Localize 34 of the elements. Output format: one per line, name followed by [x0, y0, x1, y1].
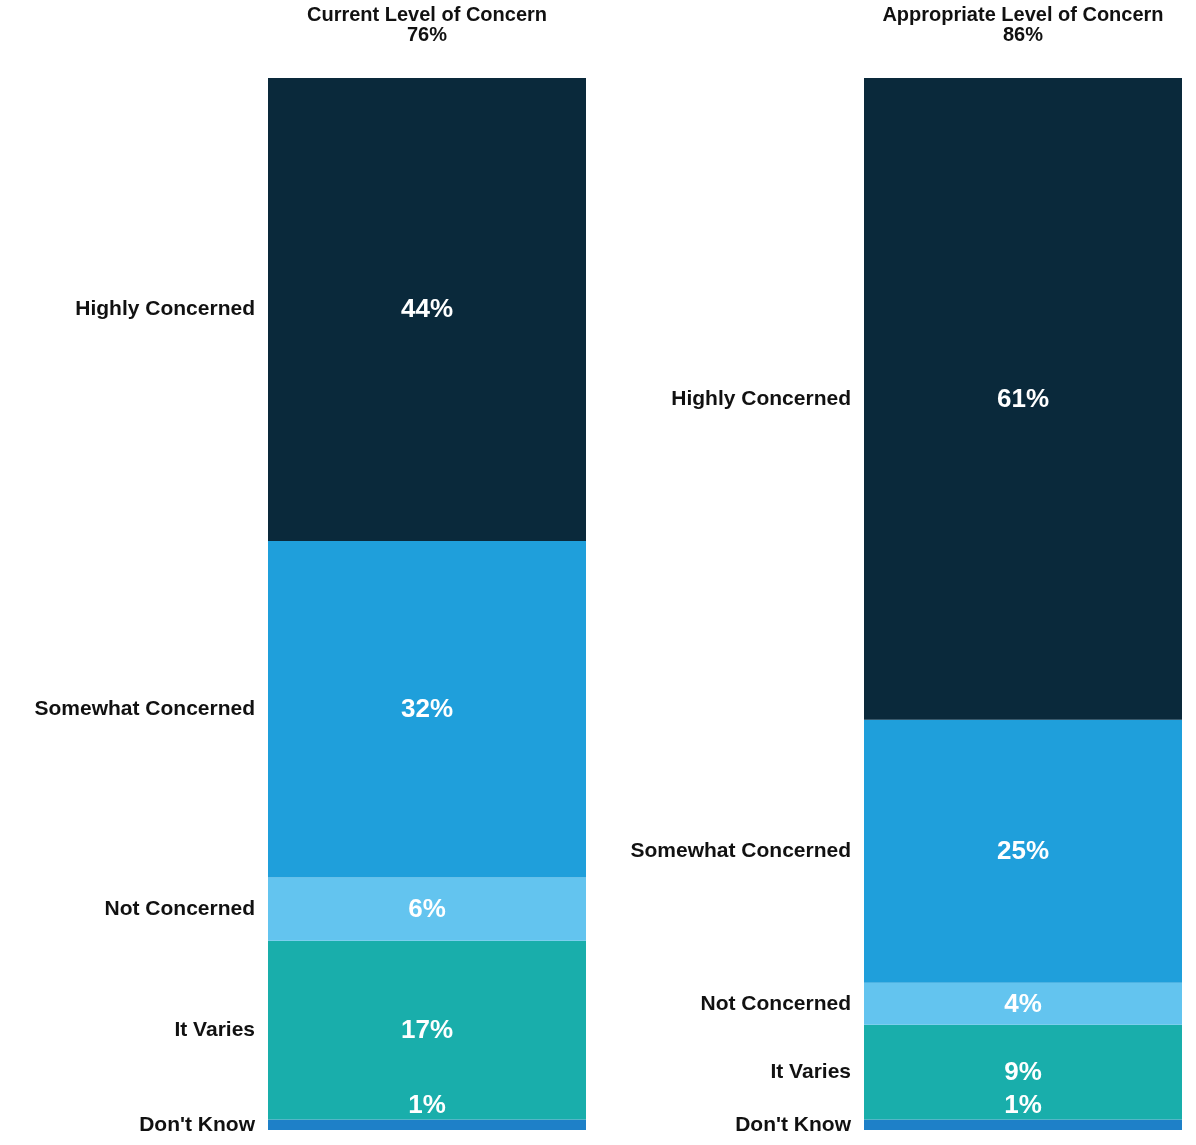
data-label: 25% — [996, 835, 1050, 866]
data-label: 32% — [400, 693, 454, 724]
series-label: It Varies — [770, 1059, 851, 1083]
series-label: Don't Know — [735, 1111, 852, 1135]
data-label: 4% — [1004, 987, 1042, 1018]
bar — [864, 1119, 1182, 1130]
series-label: Somewhat Concerned — [34, 696, 255, 720]
chart-subtitle: 86% — [1002, 23, 1044, 45]
series-label: Highly Concerned — [671, 385, 851, 409]
bar — [268, 877, 586, 941]
series-label: Not Concerned — [104, 896, 255, 920]
bar — [864, 982, 1182, 1025]
bar — [864, 1024, 1182, 1120]
series-label: Don't Know — [139, 1111, 256, 1135]
bar — [268, 940, 586, 1120]
data-label: 1% — [1004, 1089, 1042, 1120]
bar — [268, 78, 586, 541]
data-label: 44% — [400, 293, 454, 324]
data-label: 17% — [400, 1014, 454, 1045]
chart-title: Appropriate Level of Concern — [882, 3, 1164, 25]
series-label: It Varies — [174, 1017, 255, 1041]
data-label: 9% — [1004, 1056, 1042, 1087]
series-label: Somewhat Concerned — [630, 838, 851, 862]
bar — [268, 1119, 586, 1130]
data-label: 1% — [408, 1089, 446, 1120]
bar — [864, 78, 1182, 720]
chart-title: Current Level of Concern — [306, 3, 548, 25]
series-label: Highly Concerned — [75, 296, 255, 320]
bar — [268, 540, 586, 878]
data-label: 61% — [996, 382, 1050, 413]
data-label: 6% — [408, 893, 446, 924]
bar — [864, 719, 1182, 983]
chart-subtitle: 76% — [406, 23, 448, 45]
series-label: Not Concerned — [700, 990, 851, 1014]
